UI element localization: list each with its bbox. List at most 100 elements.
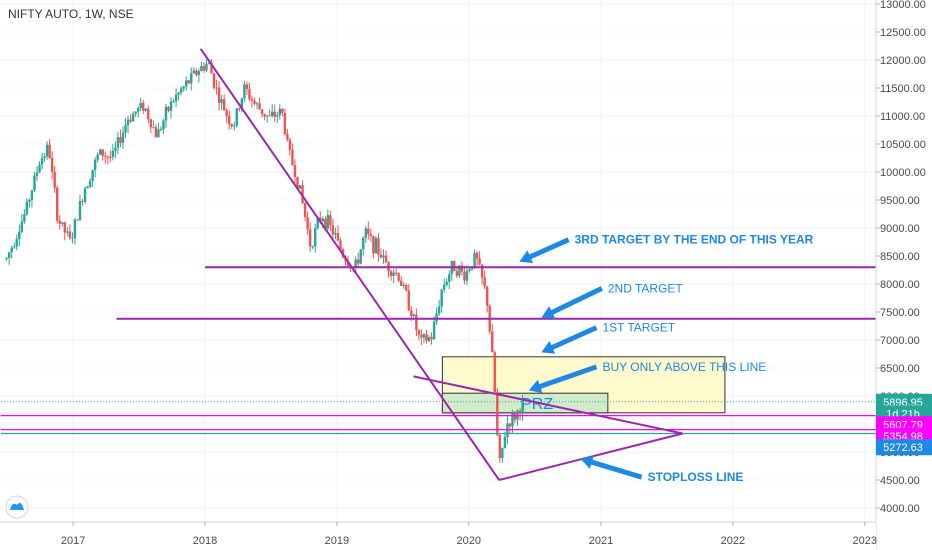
candle-body [410,310,413,317]
candle-body [329,215,332,226]
y-tick-label: 4000.00 [880,503,920,515]
y-tick-label: 8500.00 [880,251,920,263]
candle-body [200,66,203,72]
candle-body [316,217,319,229]
candle-body [276,115,279,117]
candle-body [7,252,11,258]
y-tick-label: 10000.00 [880,167,926,179]
candle-body [379,254,383,258]
candle-body [126,119,130,126]
candle-body [33,175,36,191]
candle-body [121,132,125,143]
candle-body [220,99,223,103]
candle-body [129,119,132,122]
candle-body [159,129,163,131]
candle-body [399,280,403,286]
candle-body [356,259,360,264]
candle-body [278,108,281,116]
candle-body [306,217,309,230]
candle-body [5,257,8,259]
candle-body [13,246,16,248]
candle-body [139,102,142,109]
x-tick-label: 2022 [721,535,745,547]
annotation-text: STOPLOSS LINE [648,470,744,484]
candle-body [364,228,367,238]
candle-body [136,108,140,112]
candle-body [243,84,246,99]
candle-body [427,337,431,341]
candle-body [76,219,79,221]
candle-body [248,88,251,100]
candle-body [18,231,21,239]
candle-body [412,314,416,317]
candle-body [134,111,137,114]
candle-body [485,286,489,306]
candle-body [225,110,228,116]
arrow-shape [541,325,598,354]
candle-body [430,337,433,340]
candle-body [147,108,150,120]
candle-body [334,233,337,235]
candle-body [81,201,84,203]
candle-body [374,238,378,254]
candle-body [518,410,522,414]
candle-body [185,80,188,87]
candle-body [326,215,330,229]
annotation-arrow [541,325,598,354]
candle-body [162,120,165,130]
candle-body [460,265,464,272]
candle-body [50,158,54,172]
candle-body [362,237,365,250]
candle-body [48,144,51,159]
candle-body [301,185,304,204]
candle-body [40,158,44,165]
tradingview-logo[interactable] [5,495,29,519]
price-label: 5272.63 [883,442,923,454]
y-tick-label: 11500.00 [880,83,925,95]
annotations: 3RD TARGET BY THE END OF THIS YEAR 2ND TA… [519,233,814,484]
y-tick-label: 7500.00 [880,307,920,319]
candle-body [394,272,398,274]
candle-body [448,274,451,282]
candle-body [245,84,249,89]
candle-body [255,103,259,105]
candle-body [501,447,504,458]
candle-body [291,149,294,166]
candle-body [407,290,410,311]
candle-body [377,238,380,255]
arrow-shape [541,286,603,319]
candle-body [15,238,18,247]
candle-body [124,125,127,133]
candle-body [470,267,474,270]
y-tick-label: 9500.00 [880,195,920,207]
candle-body [415,314,418,331]
arrow-shape [580,455,643,480]
annotation-text: 2ND TARGET [608,281,684,295]
candle-body [473,252,476,268]
candle-body [273,111,276,117]
candle-body [359,249,362,264]
candle-body [445,281,448,285]
x-tick-label: 2018 [193,535,217,547]
candle-body [230,124,233,127]
candle-body [91,169,94,182]
candle-body [369,234,373,237]
candle-body [88,181,92,188]
candle-body [303,203,307,218]
candle-body [483,277,486,287]
y-tick-label: 11000.00 [880,111,925,123]
candle-body [83,188,87,202]
candle-body [35,172,39,176]
x-tick-label: 2019 [325,535,349,547]
candle-body [212,73,216,88]
candle-body [321,218,324,222]
candle-body [73,219,77,238]
candle-body [397,273,400,281]
candle-body [28,199,31,202]
candle-body [382,255,385,258]
candle-body [354,259,357,268]
candle-body [238,108,241,110]
candle-body [435,313,438,322]
